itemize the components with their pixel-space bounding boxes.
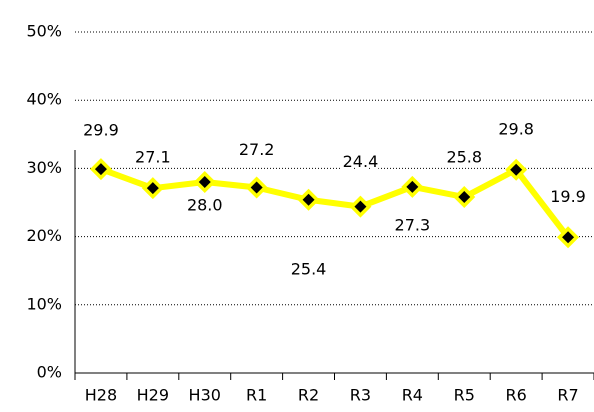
y-tick-label: 40% xyxy=(26,90,62,109)
data-label: 28.0 xyxy=(187,196,223,215)
marker-core xyxy=(510,163,523,176)
data-label: 24.4 xyxy=(343,152,379,171)
data-label: 27.2 xyxy=(239,140,275,159)
x-tick-label: R5 xyxy=(454,386,475,405)
marker-core xyxy=(458,191,471,204)
x-tick-label: R3 xyxy=(350,386,371,405)
marker-core xyxy=(250,181,263,194)
marker-core xyxy=(198,176,211,189)
x-tick-label: H29 xyxy=(137,386,169,405)
x-tick-label: R2 xyxy=(298,386,319,405)
y-tick-label: 30% xyxy=(26,158,62,177)
x-tick-label: H28 xyxy=(85,386,117,405)
y-tick-label: 0% xyxy=(37,363,62,382)
marker-core xyxy=(406,180,419,193)
x-tick-label: R4 xyxy=(402,386,423,405)
y-tick-label: 50% xyxy=(26,22,62,41)
marker-core xyxy=(94,163,107,176)
x-tick-label: R6 xyxy=(506,386,527,405)
x-tick-label: R7 xyxy=(557,386,578,405)
data-label: 25.4 xyxy=(291,259,327,278)
data-line xyxy=(99,166,571,240)
data-label: 29.9 xyxy=(83,121,119,140)
data-label: 27.1 xyxy=(135,148,171,167)
x-tick-label: R1 xyxy=(246,386,267,405)
x-tick-label: H30 xyxy=(189,386,221,405)
data-label: 27.3 xyxy=(395,215,431,234)
marker-core xyxy=(146,182,159,195)
y-tick-label: 10% xyxy=(26,294,62,313)
data-label: 25.8 xyxy=(446,148,482,167)
y-tick-label: 20% xyxy=(26,226,62,245)
marker-core xyxy=(562,231,575,244)
data-label: 19.9 xyxy=(550,187,586,206)
marker-core xyxy=(354,200,367,213)
data-label: 29.8 xyxy=(498,119,534,138)
marker-core xyxy=(302,193,315,206)
